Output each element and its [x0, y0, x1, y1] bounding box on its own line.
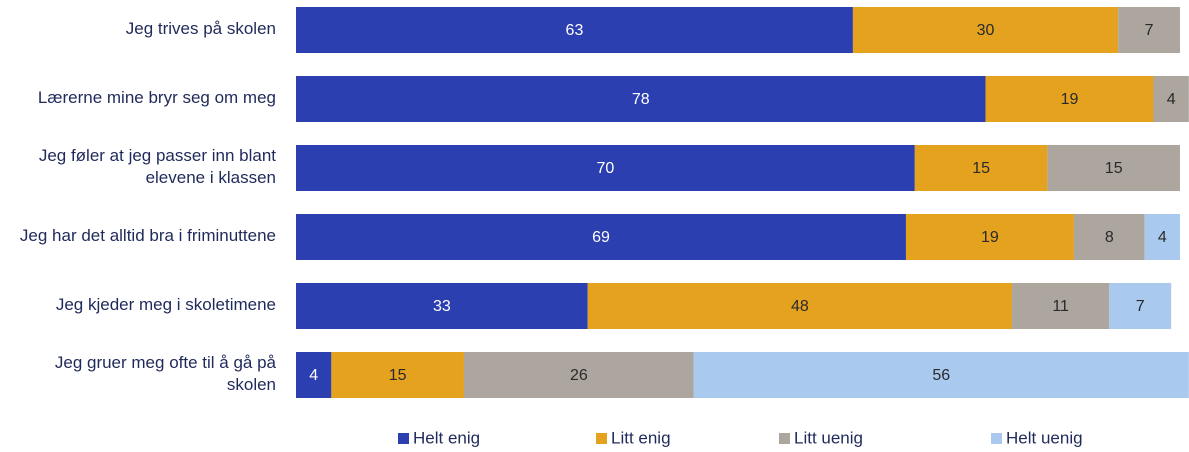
value-label: 26	[570, 367, 588, 384]
bar-segment	[1153, 76, 1189, 122]
value-label: 70	[597, 160, 615, 177]
value-label: 7	[1145, 22, 1154, 39]
bar-segment	[463, 352, 694, 398]
legend-label: Litt uenig	[794, 428, 863, 447]
bar-segment	[296, 145, 915, 191]
bar-segment	[914, 145, 1048, 191]
bar-segment	[1109, 283, 1172, 329]
category-label: Jeg gruer meg ofte til å gå på skolen	[55, 353, 277, 394]
bar-segment	[1073, 214, 1145, 260]
bar-segment	[1144, 214, 1180, 260]
legend-swatch	[398, 433, 409, 444]
bar-segment	[1047, 145, 1180, 191]
bar-segment	[587, 283, 1013, 329]
value-label: 8	[1105, 229, 1114, 246]
value-label: 78	[632, 91, 650, 108]
bar-segment	[905, 214, 1074, 260]
bar-segment	[1118, 7, 1180, 53]
value-label: 19	[1061, 91, 1079, 108]
bar-segment	[1012, 283, 1110, 329]
bar-segment	[296, 76, 986, 122]
category-label: Jeg har det alltid bra i friminuttene	[20, 226, 276, 245]
bar-segment	[693, 352, 1189, 398]
value-label: 33	[433, 298, 451, 315]
value-label: 15	[1105, 160, 1123, 177]
legend-swatch	[991, 433, 1002, 444]
bar-segment	[296, 352, 332, 398]
bar-segment	[331, 352, 464, 398]
category-label: Lærerne mine bryr seg om meg	[38, 88, 276, 107]
legend-label: Helt enig	[413, 428, 480, 447]
bar-segment	[852, 7, 1119, 53]
value-label: 7	[1136, 298, 1145, 315]
value-label: 4	[1167, 91, 1176, 108]
value-label: 11	[1052, 298, 1069, 315]
value-label: 69	[592, 229, 610, 246]
value-label: 48	[791, 298, 809, 315]
bar-segment	[296, 214, 906, 260]
legend-label: Helt uenig	[1006, 428, 1083, 447]
legend-swatch	[596, 433, 607, 444]
category-label: Jeg føler at jeg passer inn blant elevene…	[39, 146, 276, 187]
value-label: 15	[389, 367, 407, 384]
bar-segment	[296, 7, 853, 53]
value-label: 56	[932, 367, 950, 384]
category-label: Jeg kjeder meg i skoletimene	[56, 295, 276, 314]
value-label: 15	[972, 160, 990, 177]
category-label: Jeg trives på skolen	[126, 19, 276, 38]
value-label: 19	[981, 229, 999, 246]
bar-segment	[296, 283, 588, 329]
legend-swatch	[779, 433, 790, 444]
value-label: 4	[1158, 229, 1167, 246]
value-label: 63	[566, 22, 584, 39]
legend-label: Litt enig	[611, 428, 671, 447]
value-label: 30	[977, 22, 995, 39]
bar-segment	[985, 76, 1154, 122]
value-label: 4	[309, 367, 318, 384]
